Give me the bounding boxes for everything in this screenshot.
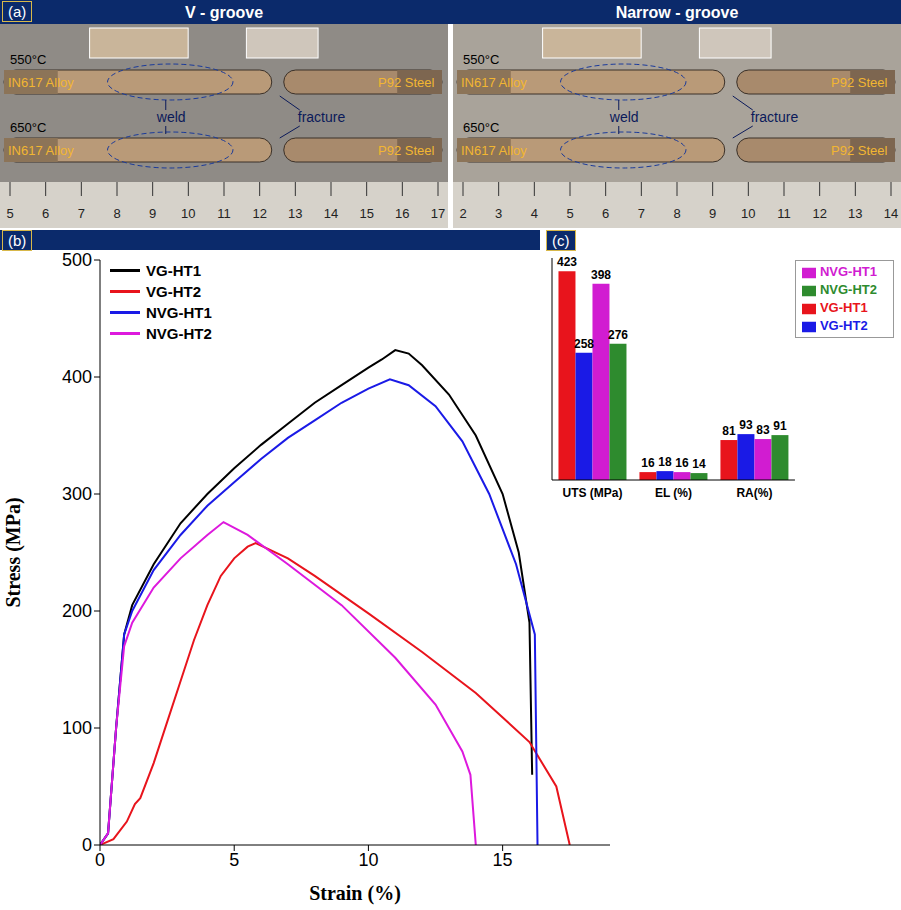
svg-text:Strain (%): Strain (%) — [309, 882, 401, 905]
svg-text:10: 10 — [181, 206, 195, 221]
svg-text:P92 Steel: P92 Steel — [378, 75, 434, 90]
html-text:VG-HT2: VG-HT2 — [146, 283, 201, 300]
svg-text:Narrow - groove: Narrow - groove — [616, 4, 739, 21]
svg-text:258: 258 — [574, 337, 594, 351]
svg-text:14: 14 — [884, 206, 898, 221]
svg-text:12: 12 — [252, 206, 266, 221]
svg-text:IN617 Alloy: IN617 Alloy — [8, 75, 74, 90]
svg-text:11: 11 — [777, 206, 791, 221]
svg-text:5: 5 — [6, 206, 13, 221]
svg-text:15: 15 — [493, 850, 513, 870]
svg-text:14: 14 — [692, 457, 706, 471]
svg-text:423: 423 — [557, 255, 577, 269]
svg-text:UTS (MPa): UTS (MPa) — [562, 486, 622, 500]
svg-text:10: 10 — [358, 850, 378, 870]
svg-text:0: 0 — [95, 850, 105, 870]
svg-text:5: 5 — [229, 850, 239, 870]
html-text:VG-HT1: VG-HT1 — [146, 262, 201, 279]
svg-text:83: 83 — [756, 423, 770, 437]
svg-text:16: 16 — [675, 456, 689, 470]
svg-text:550°C: 550°C — [10, 52, 46, 67]
svg-text:276: 276 — [608, 328, 628, 342]
html-text:VG-HT1: VG-HT1 — [819, 300, 868, 315]
svg-text:398: 398 — [591, 268, 611, 282]
html-text:(a): (a) — [8, 3, 27, 20]
svg-text:11: 11 — [217, 206, 231, 221]
svg-text:0: 0 — [82, 835, 92, 855]
svg-text:14: 14 — [324, 206, 338, 221]
svg-text:7: 7 — [638, 206, 645, 221]
html-text:NVG-HT2: NVG-HT2 — [146, 325, 212, 342]
svg-text:3: 3 — [495, 206, 502, 221]
svg-text:400: 400 — [62, 367, 92, 387]
svg-text:8: 8 — [673, 206, 680, 221]
html-text:VG-HT2: VG-HT2 — [819, 318, 868, 333]
svg-text:650°C: 650°C — [463, 120, 499, 135]
svg-text:16: 16 — [641, 456, 655, 470]
svg-text:P92 Steel: P92 Steel — [378, 143, 434, 158]
svg-text:18: 18 — [658, 455, 672, 469]
html-text:(c): (c) — [552, 232, 570, 249]
svg-text:6: 6 — [42, 206, 49, 221]
svg-text:Stress (MPa): Stress (MPa) — [2, 497, 25, 607]
svg-text:6: 6 — [602, 206, 609, 221]
svg-text:7: 7 — [78, 206, 85, 221]
svg-text:fracture: fracture — [751, 109, 799, 125]
svg-text:93: 93 — [739, 418, 753, 432]
html-text:(b): (b) — [8, 232, 27, 249]
html-text:NVG-HT2: NVG-HT2 — [819, 282, 877, 297]
svg-text:13: 13 — [288, 206, 302, 221]
svg-text:91: 91 — [773, 419, 787, 433]
svg-text:P92 Steel: P92 Steel — [831, 75, 887, 90]
svg-text:9: 9 — [709, 206, 716, 221]
svg-text:550°C: 550°C — [463, 52, 499, 67]
svg-text:13: 13 — [848, 206, 862, 221]
svg-text:EL (%): EL (%) — [655, 486, 692, 500]
html-text:NVG-HT1: NVG-HT1 — [819, 264, 877, 279]
svg-text:650°C: 650°C — [10, 120, 46, 135]
svg-text:4: 4 — [531, 206, 538, 221]
svg-text:17: 17 — [431, 206, 445, 221]
svg-text:IN617 Alloy: IN617 Alloy — [461, 143, 527, 158]
svg-text:fracture: fracture — [298, 109, 346, 125]
svg-text:200: 200 — [62, 601, 92, 621]
svg-text:300: 300 — [62, 484, 92, 504]
svg-text:P92 Steel: P92 Steel — [831, 143, 887, 158]
svg-text:IN617 Alloy: IN617 Alloy — [461, 75, 527, 90]
svg-text:16: 16 — [395, 206, 409, 221]
svg-text:100: 100 — [62, 718, 92, 738]
svg-text:IN617 Alloy: IN617 Alloy — [8, 143, 74, 158]
svg-text:9: 9 — [149, 206, 156, 221]
svg-text:V - groove: V - groove — [185, 4, 263, 21]
svg-text:RA(%): RA(%) — [736, 486, 772, 500]
svg-text:5: 5 — [566, 206, 573, 221]
svg-text:15: 15 — [359, 206, 373, 221]
svg-text:weld: weld — [156, 109, 186, 125]
svg-text:2: 2 — [459, 206, 466, 221]
svg-text:12: 12 — [812, 206, 826, 221]
html-text:NVG-HT1: NVG-HT1 — [146, 304, 212, 321]
svg-text:10: 10 — [741, 206, 755, 221]
svg-text:8: 8 — [113, 206, 120, 221]
svg-text:500: 500 — [62, 250, 92, 270]
svg-text:weld: weld — [609, 109, 639, 125]
svg-text:81: 81 — [722, 424, 736, 438]
